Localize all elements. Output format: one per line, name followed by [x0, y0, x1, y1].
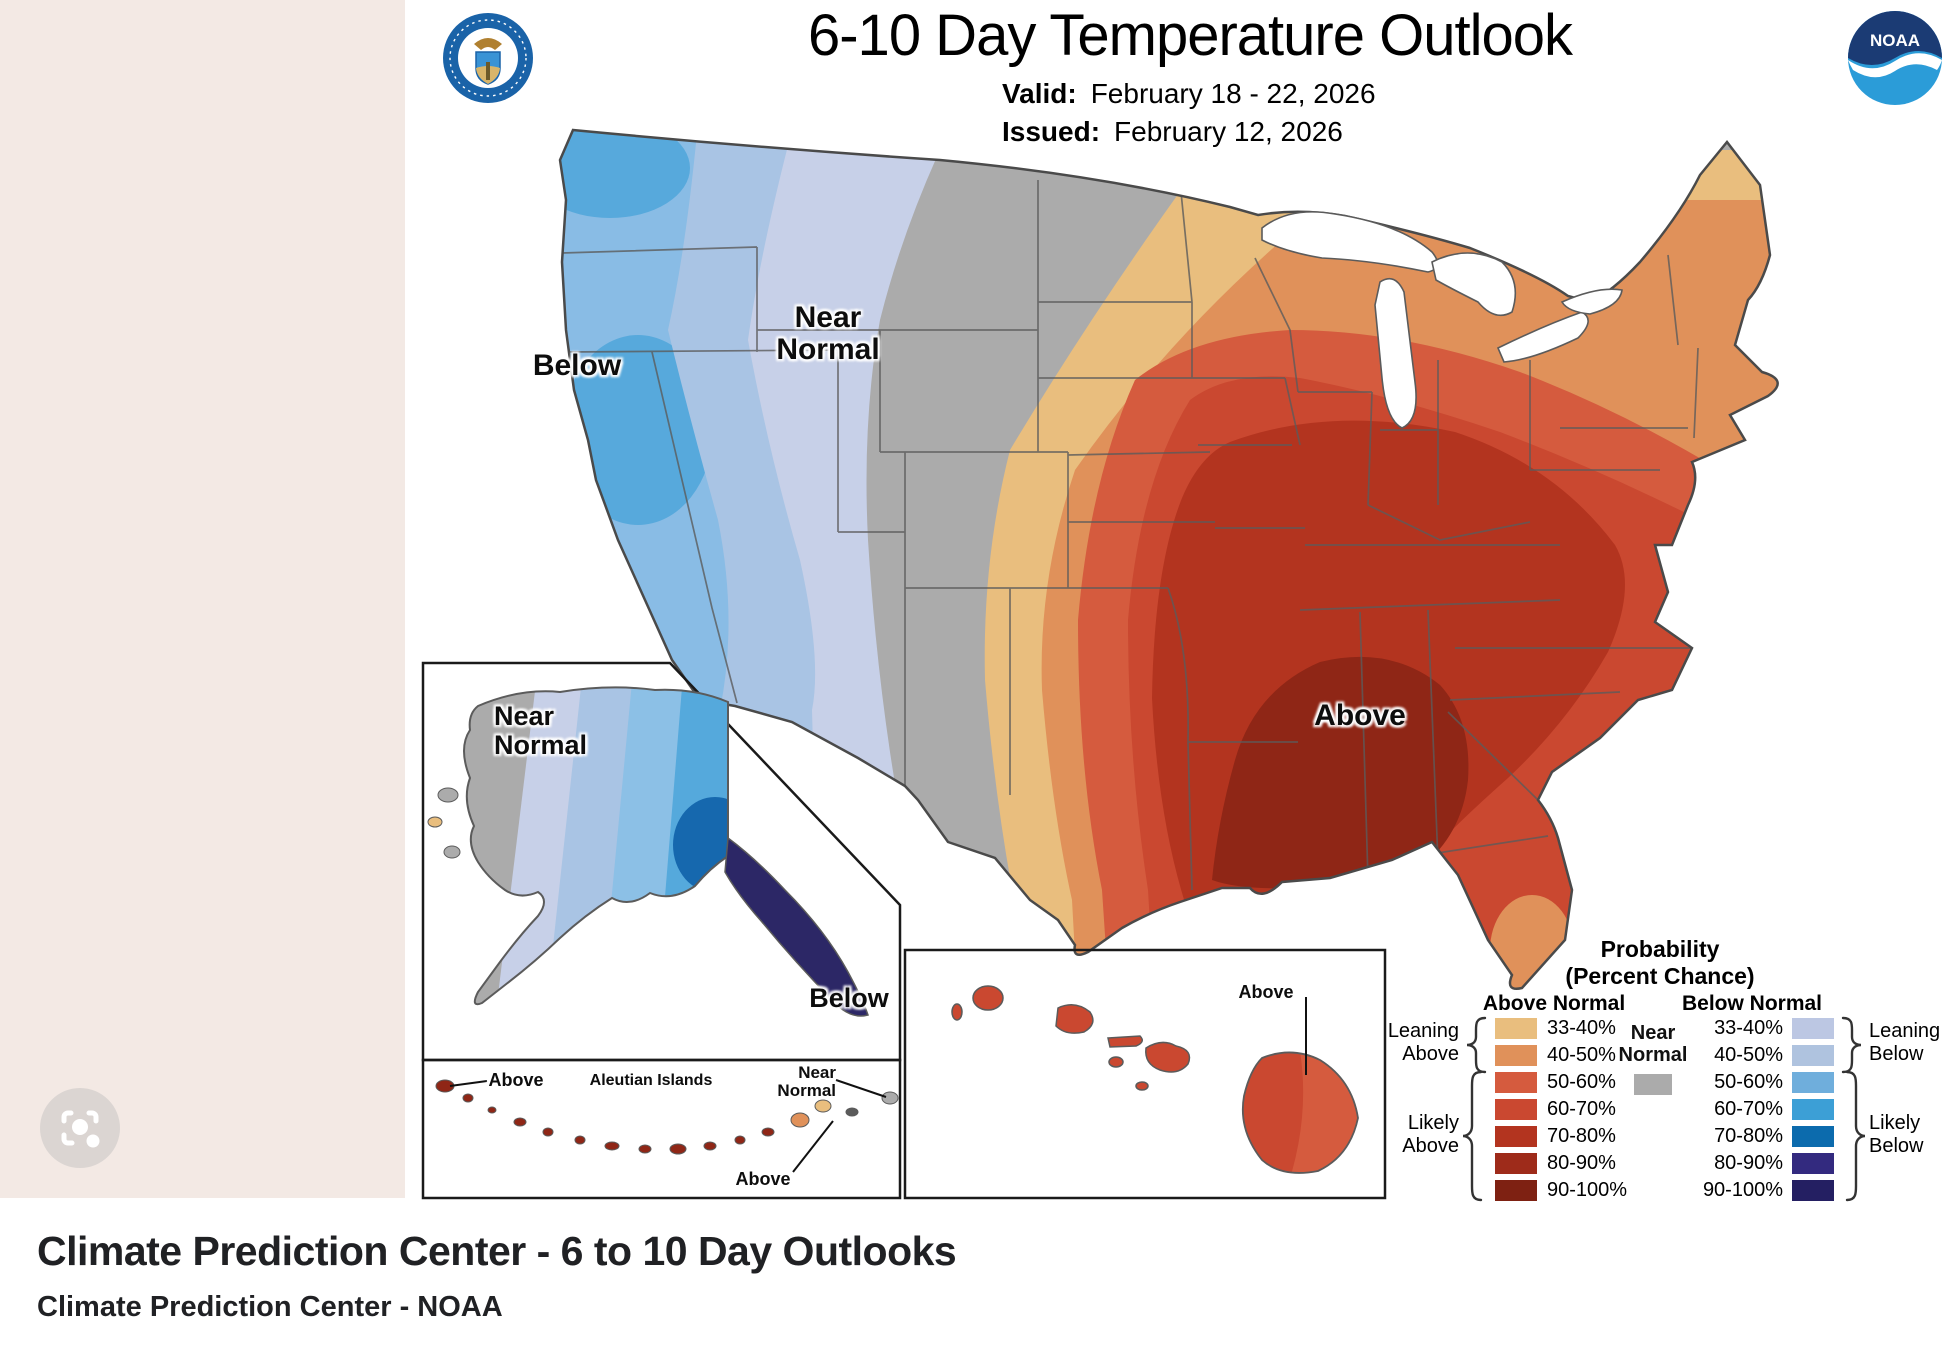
leaning-above-label: Leaning Above — [1387, 1020, 1459, 1065]
issued-line: Issued: February 12, 2026 — [1002, 116, 1343, 148]
legend-subtitle: (Percent Chance) — [1565, 963, 1755, 989]
valid-line: Valid: February 18 - 22, 2026 — [1002, 78, 1376, 110]
temperature-outlook-map — [421, 128, 1779, 1200]
above-label-1: 40-50% — [1547, 1044, 1616, 1066]
leaning-below-label: Leaning Below — [1869, 1020, 1941, 1065]
aleutian-islands — [435, 1079, 899, 1155]
issued-label: Issued: — [1002, 116, 1101, 147]
alaska-inset-box — [421, 661, 902, 1062]
above-label-4: 70-80% — [1547, 1125, 1616, 1147]
probability-legend: Probability (Percent Chance) Above Norma… — [1388, 936, 1940, 1212]
label-pointer-lines — [449, 997, 1307, 1173]
leaning-below-brace — [1841, 1016, 1862, 1074]
label-aleutian-near-normal: Near Normal — [777, 1063, 836, 1101]
label-conus-above: Above — [1314, 699, 1406, 732]
label-alaska-near-normal: Near Normal — [494, 701, 588, 761]
hawaii-big-island — [1241, 1051, 1359, 1174]
conus-outline — [558, 128, 1779, 990]
above-label-0: 33-40% — [1547, 1017, 1616, 1039]
below-label-2: 50-60% — [1714, 1071, 1783, 1093]
side-panel — [0, 0, 405, 1198]
above-swatch-70-80 — [1495, 1126, 1537, 1147]
below-label-6: 90-100% — [1702, 1179, 1783, 1201]
above-label-3: 60-70% — [1547, 1098, 1616, 1120]
alaska-west-islands — [427, 787, 461, 859]
label-conus-near-normal: Near Normal — [776, 301, 880, 367]
above-label-5: 80-90% — [1547, 1152, 1616, 1174]
search-with-camera-button[interactable] — [40, 1088, 120, 1168]
above-swatch-40-50 — [1495, 1045, 1537, 1066]
issued-value: February 12, 2026 — [1114, 116, 1343, 147]
legend-above-normal-header: Above Normal — [1482, 992, 1626, 1015]
likely-below-label: Likely Below — [1869, 1112, 1924, 1157]
below-swatch-33-40 — [1792, 1018, 1834, 1039]
valid-value: February 18 - 22, 2026 — [1090, 78, 1376, 109]
state-borders — [561, 180, 1699, 891]
below-label-0: 33-40% — [1714, 1017, 1783, 1039]
above-swatch-60-70 — [1495, 1099, 1537, 1120]
great-lakes — [1261, 211, 1623, 429]
likely-above-brace — [1462, 1070, 1483, 1202]
alaska-panhandle — [724, 836, 869, 1017]
below-label-1: 40-50% — [1714, 1044, 1783, 1066]
valid-label: Valid: — [1002, 78, 1077, 109]
camera-lens-icon — [61, 1110, 100, 1148]
dept-of-commerce-seal — [443, 13, 533, 103]
above-swatch-80-90 — [1495, 1153, 1537, 1174]
below-swatch-60-70 — [1792, 1099, 1834, 1120]
page-title: 6-10 Day Temperature Outlook — [807, 3, 1573, 68]
aleutian-inset-box — [421, 1058, 902, 1200]
label-alaska-below: Below — [809, 983, 889, 1013]
below-label-3: 60-70% — [1714, 1098, 1783, 1120]
near-normal-swatch — [1634, 1074, 1672, 1095]
leaning-above-brace — [1466, 1016, 1487, 1074]
legend-title: Probability — [1600, 936, 1720, 962]
likely-below-brace — [1845, 1070, 1866, 1202]
label-aleutian-above-bottom: Above — [735, 1169, 791, 1189]
label-aleutian-islands: Aleutian Islands — [589, 1072, 713, 1089]
below-swatch-70-80 — [1792, 1126, 1834, 1147]
above-swatch-50-60 — [1495, 1072, 1537, 1093]
above-swatch-33-40 — [1495, 1018, 1537, 1039]
below-label-4: 70-80% — [1714, 1125, 1783, 1147]
above-label-2: 50-60% — [1547, 1071, 1616, 1093]
alaska-outline — [463, 686, 729, 1006]
label-hawaii-above: Above — [1238, 982, 1294, 1002]
label-aleutian-above-left: Above — [488, 1070, 544, 1090]
hawaii-islands — [951, 985, 1191, 1091]
legend-near-normal-label: Near Normal — [1618, 1022, 1688, 1066]
above-label-6: 90-100% — [1547, 1179, 1628, 1201]
result-source: Climate Prediction Center - NOAA — [37, 1291, 503, 1323]
noaa-logo-text: NOAA — [1870, 31, 1920, 50]
above-swatch-90-100 — [1495, 1180, 1537, 1201]
below-swatch-40-50 — [1792, 1045, 1834, 1066]
hawaii-inset-box — [903, 948, 1387, 1200]
below-swatch-80-90 — [1792, 1153, 1834, 1174]
label-conus-below: Below — [532, 349, 622, 382]
likely-above-label: Likely Above — [1402, 1112, 1459, 1157]
legend-below-normal-header: Below Normal — [1681, 992, 1823, 1015]
noaa-logo: NOAA — [1848, 11, 1942, 105]
below-swatch-90-100 — [1792, 1180, 1834, 1201]
below-label-5: 80-90% — [1714, 1152, 1783, 1174]
inset-boxes — [421, 661, 1387, 1200]
below-swatch-50-60 — [1792, 1072, 1834, 1093]
result-title[interactable]: Climate Prediction Center - 6 to 10 Day … — [37, 1228, 957, 1274]
